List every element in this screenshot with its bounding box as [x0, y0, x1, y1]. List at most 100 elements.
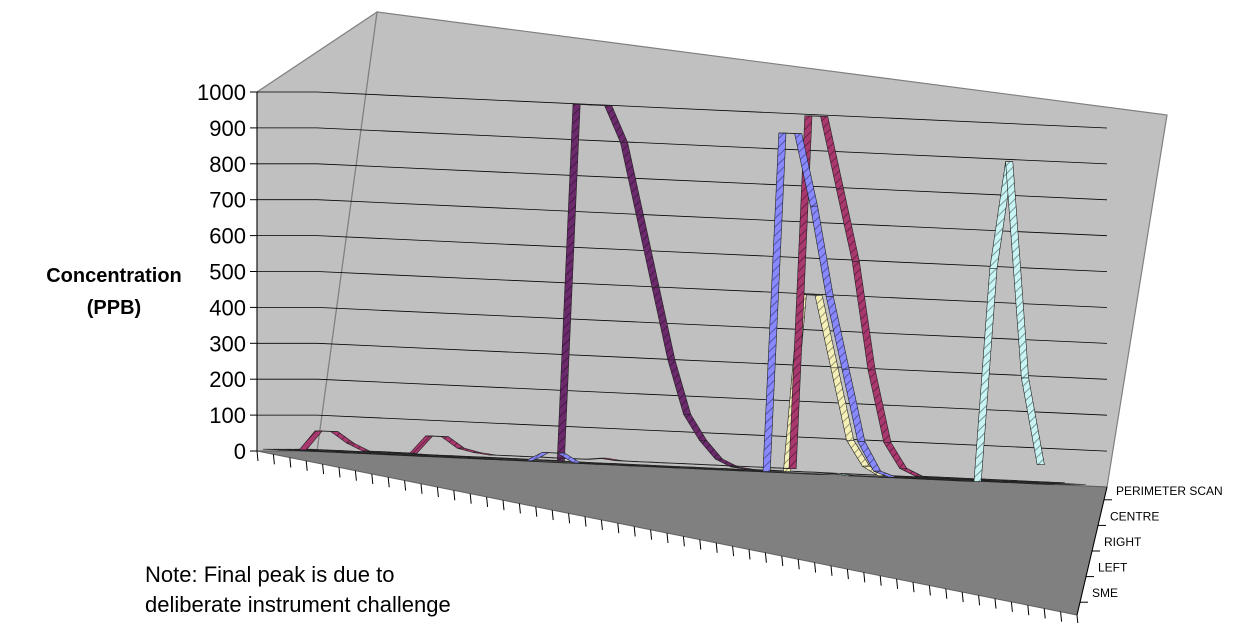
ribbon-segment-texture: [857, 441, 881, 472]
x-tick-mark: [371, 473, 374, 485]
x-tick-mark: [682, 536, 685, 547]
x-tick-mark: [453, 490, 456, 501]
x-tick-mark: [715, 542, 718, 553]
y-tick-label: 0: [234, 439, 246, 464]
y-tick-label: 900: [209, 116, 246, 141]
x-tick-mark: [354, 470, 357, 481]
ribbon-segment-texture: [441, 436, 465, 449]
ribbon-segment-texture: [1031, 483, 1055, 485]
ribbon-segment-texture: [557, 453, 581, 463]
x-tick-mark: [699, 539, 702, 550]
gridline-back: [316, 378, 1108, 416]
ribbon-segment-texture: [810, 206, 834, 297]
series-axis-label: CENTRE: [1110, 509, 1159, 523]
x-tick-mark: [846, 569, 849, 580]
x-tick-mark: [633, 526, 636, 537]
x-tick-mark: [535, 506, 538, 517]
y-axis: 0 100 200 300 400 500 600 700 800 900 1000: [197, 80, 258, 464]
chart-back-wall: [316, 11, 1168, 488]
y-axis-title-line-2: (PPB): [87, 297, 141, 319]
x-tick-mark: [797, 559, 800, 570]
x-tick-mark: [896, 578, 899, 589]
y-tick-label: 600: [209, 224, 246, 249]
gridline-back: [316, 271, 1108, 308]
annotation-line-2: deliberate instrument challenge: [145, 592, 451, 617]
gridline-back: [316, 414, 1108, 452]
x-tick-mark: [404, 480, 407, 491]
x-tick-mark: [748, 549, 751, 560]
x-tick-mark: [764, 552, 767, 563]
x-tick-mark: [912, 582, 915, 593]
gridlines: [257, 91, 1108, 452]
ribbon-segment-texture: [1021, 377, 1045, 465]
y-tick-label: 700: [209, 188, 246, 213]
ribbon-segment-texture: [846, 440, 870, 467]
x-tick-mark: [272, 454, 275, 465]
ribbon-segment-texture: [604, 105, 628, 143]
series-axis: PERIMETER SCAN CENTRE RIGHT LEFT SME: [1076, 484, 1223, 616]
ribbon-segment-texture: [831, 473, 855, 476]
gridline-back: [316, 307, 1108, 344]
series-ribbon: [273, 132, 1055, 485]
ribbon-segment-texture: [842, 369, 865, 442]
ribbon-segment-texture: [763, 133, 786, 472]
y-axis-title-line-1: Concentration: [46, 265, 182, 287]
ribbon-segment-texture: [883, 442, 907, 469]
x-tick-mark: [650, 529, 653, 540]
ribbon-segment-texture: [974, 268, 997, 482]
ribbon-segment-texture: [652, 287, 675, 360]
ribbon-segment-texture: [599, 458, 623, 461]
x-tick-mark: [518, 503, 521, 514]
x-tick-mark: [387, 477, 390, 488]
ribbon-segment-texture: [989, 161, 1013, 269]
x-tick-mark: [781, 555, 784, 567]
x-tick-mark: [338, 467, 341, 478]
x-tick-mark: [305, 460, 308, 471]
x-tick-mark: [420, 483, 423, 494]
x-tick-mark: [551, 509, 554, 521]
series-ribbon: [304, 103, 1086, 485]
x-tick-mark: [1043, 608, 1046, 619]
gridline-back: [316, 163, 1108, 201]
ribbon-segment-texture: [731, 466, 754, 470]
series-axis-label: PERIMETER SCAN: [1116, 484, 1223, 498]
y-tick-label: 200: [209, 367, 246, 392]
y-tick-label: 400: [209, 295, 246, 320]
ribbon-segment-texture: [683, 414, 707, 441]
ribbon-segment-texture: [820, 116, 844, 189]
series-axis-label: LEFT: [1098, 561, 1128, 575]
x-tick-mark: [584, 516, 587, 527]
x-tick-mark: [961, 591, 964, 603]
ribbon-segment-texture: [620, 142, 644, 215]
series-axis-label: SME: [1092, 586, 1118, 600]
ribbon-segment-texture: [789, 115, 812, 469]
x-tick-mark: [486, 496, 489, 507]
y-tick-label: 300: [209, 331, 246, 356]
ribbon-segment-texture: [830, 367, 854, 441]
ribbon-segment-texture: [868, 369, 891, 443]
annotation-line-1: Note: Final peak is due to: [145, 562, 394, 587]
gridline-back: [316, 235, 1108, 272]
ribbon-segment-texture: [715, 459, 739, 467]
x-tick-mark: [1076, 614, 1079, 623]
ribbon-segment-texture: [794, 133, 818, 207]
x-tick-mark: [863, 572, 866, 583]
x-tick-mark: [289, 457, 292, 468]
y-tick-label: 100: [209, 403, 246, 428]
ribbon-segment-texture: [330, 431, 354, 444]
series-ribbons: [262, 103, 1086, 485]
x-tick-mark: [1060, 611, 1063, 622]
x-axis-ticks: [256, 450, 1079, 623]
ribbon-segment-texture: [852, 261, 876, 370]
ribbon-segment-texture: [815, 295, 838, 368]
ribbon-segment-texture: [667, 359, 691, 415]
ribbon-segment-texture: [1005, 161, 1029, 378]
series-ribbon: [262, 161, 1045, 482]
ribbon-segment-texture: [873, 471, 897, 478]
x-tick-mark: [928, 585, 931, 596]
x-tick-mark: [469, 493, 472, 504]
ribbon-segment-texture: [636, 214, 660, 288]
series-axis-label: RIGHT: [1104, 535, 1142, 549]
ribbon-segment-texture: [826, 296, 850, 370]
